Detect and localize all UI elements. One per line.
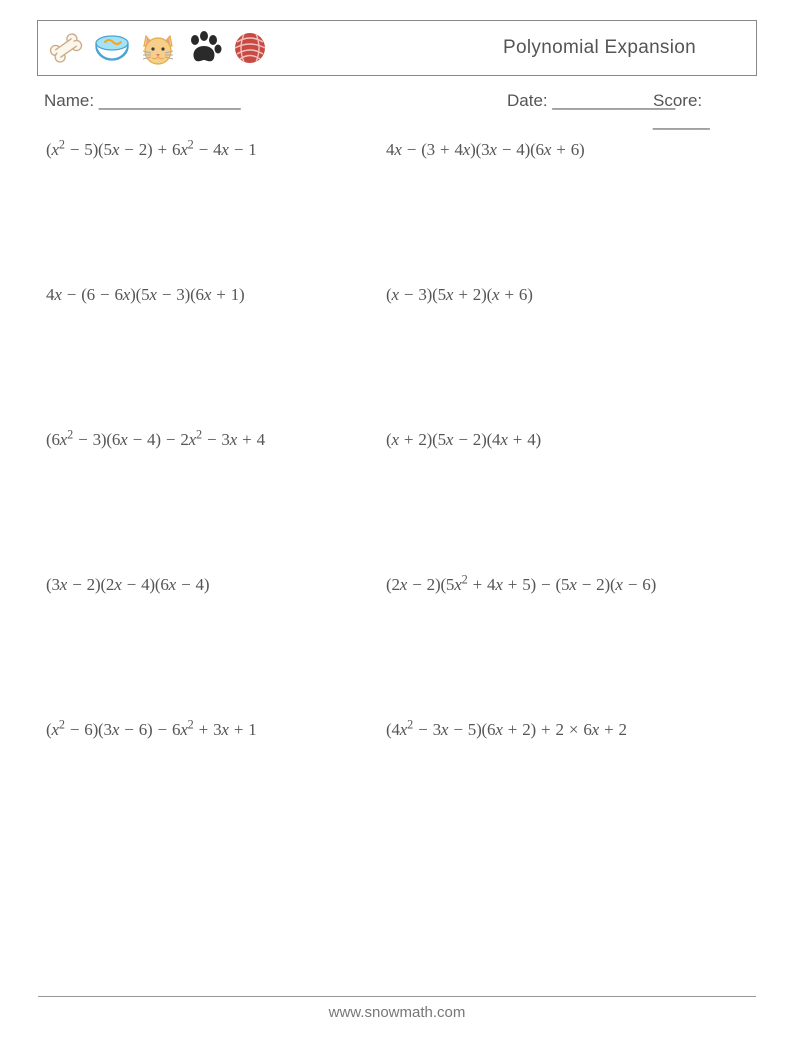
page-title: Polynomial Expansion — [503, 21, 696, 75]
problem-row: (3x − 2)(2x − 4)(6x − 4)(2x − 2)(5x2 + 4… — [46, 575, 746, 595]
score-label: Score: ______ — [653, 91, 750, 131]
problem-right: (x + 2)(5x − 2)(4x + 4) — [386, 430, 746, 450]
worksheet-page: Polynomial Expansion Name: _____________… — [0, 0, 794, 1053]
form-line: Name: _______________ Date: ____________… — [44, 91, 750, 115]
bowl-icon — [90, 26, 134, 70]
problem-row: (x2 − 6)(3x − 6) − 6x2 + 3x + 1(4x2 − 3x… — [46, 720, 746, 740]
problem-row: (6x2 − 3)(6x − 4) − 2x2 − 3x + 4(x + 2)(… — [46, 430, 746, 450]
problem-right: (x − 3)(5x + 2)(x + 6) — [386, 285, 746, 305]
yarn-icon — [228, 26, 272, 70]
problem-row: (x2 − 5)(5x − 2) + 6x2 − 4x − 14x − (3 +… — [46, 140, 746, 160]
footer-text: www.snowmath.com — [0, 1004, 794, 1021]
problem-left: (6x2 − 3)(6x − 4) − 2x2 − 3x + 4 — [46, 430, 386, 450]
problem-right: 4x − (3 + 4x)(3x − 4)(6x + 6) — [386, 140, 746, 160]
problem-row: 4x − (6 − 6x)(5x − 3)(6x + 1)(x − 3)(5x … — [46, 285, 746, 305]
bone-icon — [44, 26, 88, 70]
problem-right: (4x2 − 3x − 5)(6x + 2) + 2 × 6x + 2 — [386, 720, 746, 740]
cat-icon — [136, 26, 180, 70]
paw-icon — [182, 26, 226, 70]
name-label: Name: _______________ — [44, 91, 241, 111]
problem-left: (x2 − 6)(3x − 6) − 6x2 + 3x + 1 — [46, 720, 386, 740]
header-box: Polynomial Expansion — [37, 20, 757, 76]
footer-divider — [38, 996, 756, 997]
problem-left: (x2 − 5)(5x − 2) + 6x2 − 4x − 1 — [46, 140, 386, 160]
problem-left: 4x − (6 − 6x)(5x − 3)(6x + 1) — [46, 285, 386, 305]
problems-grid: (x2 − 5)(5x − 2) + 6x2 − 4x − 14x − (3 +… — [46, 140, 746, 740]
problem-right: (2x − 2)(5x2 + 4x + 5) − (5x − 2)(x − 6) — [386, 575, 746, 595]
problem-left: (3x − 2)(2x − 4)(6x − 4) — [46, 575, 386, 595]
header-icons-row — [44, 21, 272, 75]
date-label: Date: _____________ — [507, 91, 675, 111]
